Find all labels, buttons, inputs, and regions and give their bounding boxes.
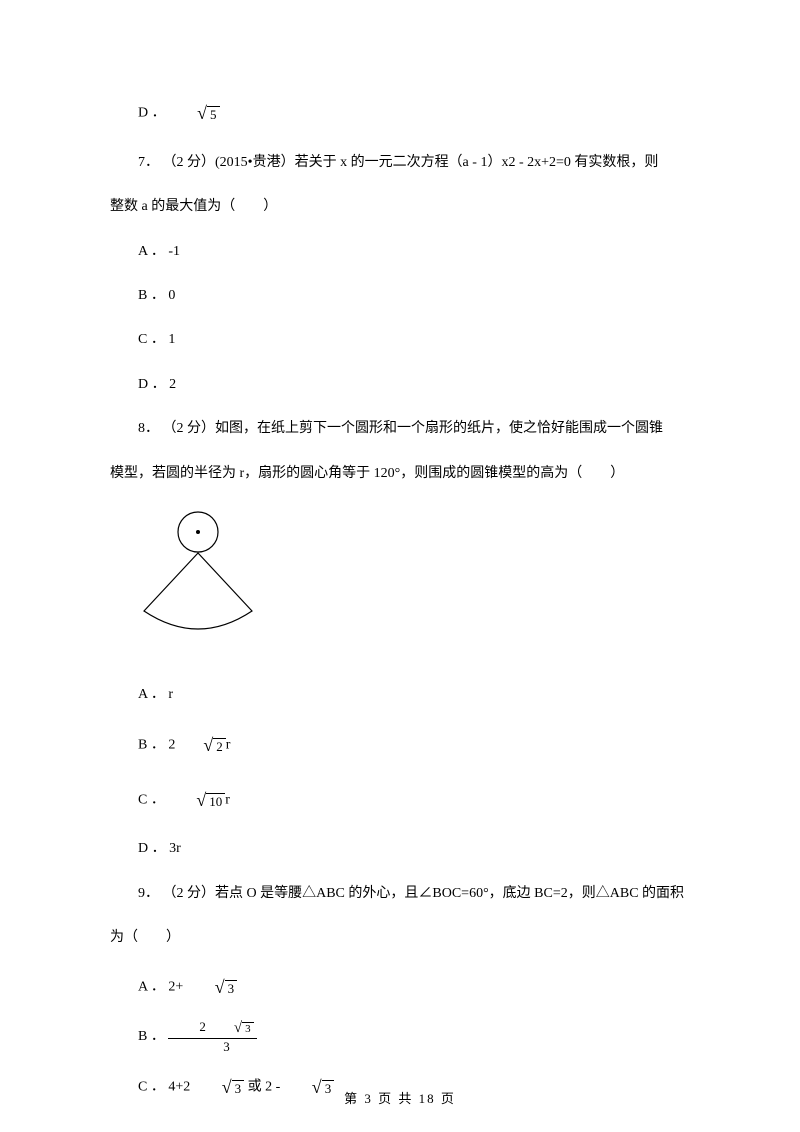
- q9-option-b: B ． 2√33: [110, 1019, 690, 1055]
- page-content: D ． √5 7． （2 分）(2015•贵港）若关于 x 的一元二次方程（a …: [110, 90, 690, 1110]
- sqrt-icon: √3: [206, 1020, 254, 1037]
- q7-option-b: B ． 0: [110, 278, 690, 314]
- page-footer: 第 3 页 共 18 页: [0, 1088, 800, 1107]
- q7-option-a: A ． -1: [110, 234, 690, 270]
- sqrt-icon: √10: [168, 777, 225, 824]
- sqrt-icon: √3: [187, 964, 237, 1011]
- q7-stem-line2: 整数 a 的最大值为（ ）: [110, 189, 690, 225]
- option-prefix: C ．: [138, 792, 168, 807]
- q8-stem-line2: 模型，若圆的半径为 r，扇形的圆心角等于 120°，则围成的圆锥模型的高为（ ）: [110, 456, 690, 492]
- option-suffix: r: [226, 737, 231, 752]
- q9-stem-line1: 9． （2 分）若点 O 是等腰△ABC 的外心，且∠BOC=60°，底边 BC…: [110, 876, 690, 912]
- q7-option-d: D ． 2: [110, 367, 690, 403]
- q7-stem-line1: 7． （2 分）(2015•贵港）若关于 x 的一元二次方程（a - 1）x2 …: [110, 145, 690, 181]
- option-prefix: B ． 2: [138, 737, 175, 752]
- sqrt-icon: √2: [175, 722, 225, 769]
- sector-shape: [144, 553, 252, 629]
- q8-figure: [138, 507, 690, 662]
- q8-option-b: B ． 2√2r: [110, 722, 690, 769]
- option-prefix: D ．: [138, 106, 166, 121]
- q8-option-a: A ． r: [110, 677, 690, 713]
- fraction-icon: 2√33: [168, 1020, 256, 1054]
- option-prefix: A ． 2+: [138, 980, 187, 995]
- sqrt-icon: √5: [169, 90, 219, 137]
- q8-option-c: C ． √10r: [110, 777, 690, 824]
- q8-option-d: D ． 3r: [110, 831, 690, 867]
- q8-stem-line1: 8． （2 分）如图，在纸上剪下一个圆形和一个扇形的纸片，使之恰好能围成一个圆锥: [110, 411, 690, 447]
- q7-option-c: C ． 1: [110, 322, 690, 358]
- center-dot: [196, 530, 200, 534]
- cone-diagram-icon: [138, 507, 268, 647]
- q9-option-a: A ． 2+ √3: [110, 964, 690, 1011]
- q9-stem-line2: 为（ ）: [110, 920, 690, 956]
- option-suffix: r: [225, 792, 230, 807]
- option-prefix: B ．: [138, 1029, 168, 1044]
- q6-option-d: D ． √5: [110, 90, 690, 137]
